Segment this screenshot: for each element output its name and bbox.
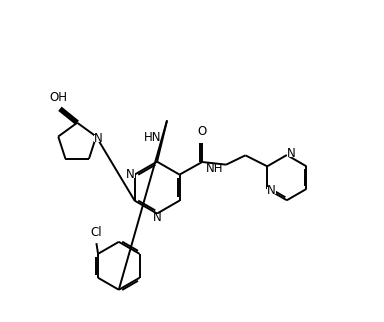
Text: N: N [153,211,162,224]
Text: O: O [197,125,207,138]
Bar [146,133,159,141]
Bar [287,150,295,157]
Text: N: N [126,168,135,181]
Bar [153,214,162,221]
Text: HN: HN [144,130,162,144]
Bar [267,187,276,194]
Text: N: N [267,184,276,197]
Text: NH: NH [205,163,223,175]
Text: Cl: Cl [91,225,102,239]
Bar [94,135,103,142]
Text: N: N [287,147,296,160]
Text: N: N [94,132,103,145]
Bar [126,171,135,178]
Bar [209,165,220,173]
Text: OH: OH [49,91,67,104]
